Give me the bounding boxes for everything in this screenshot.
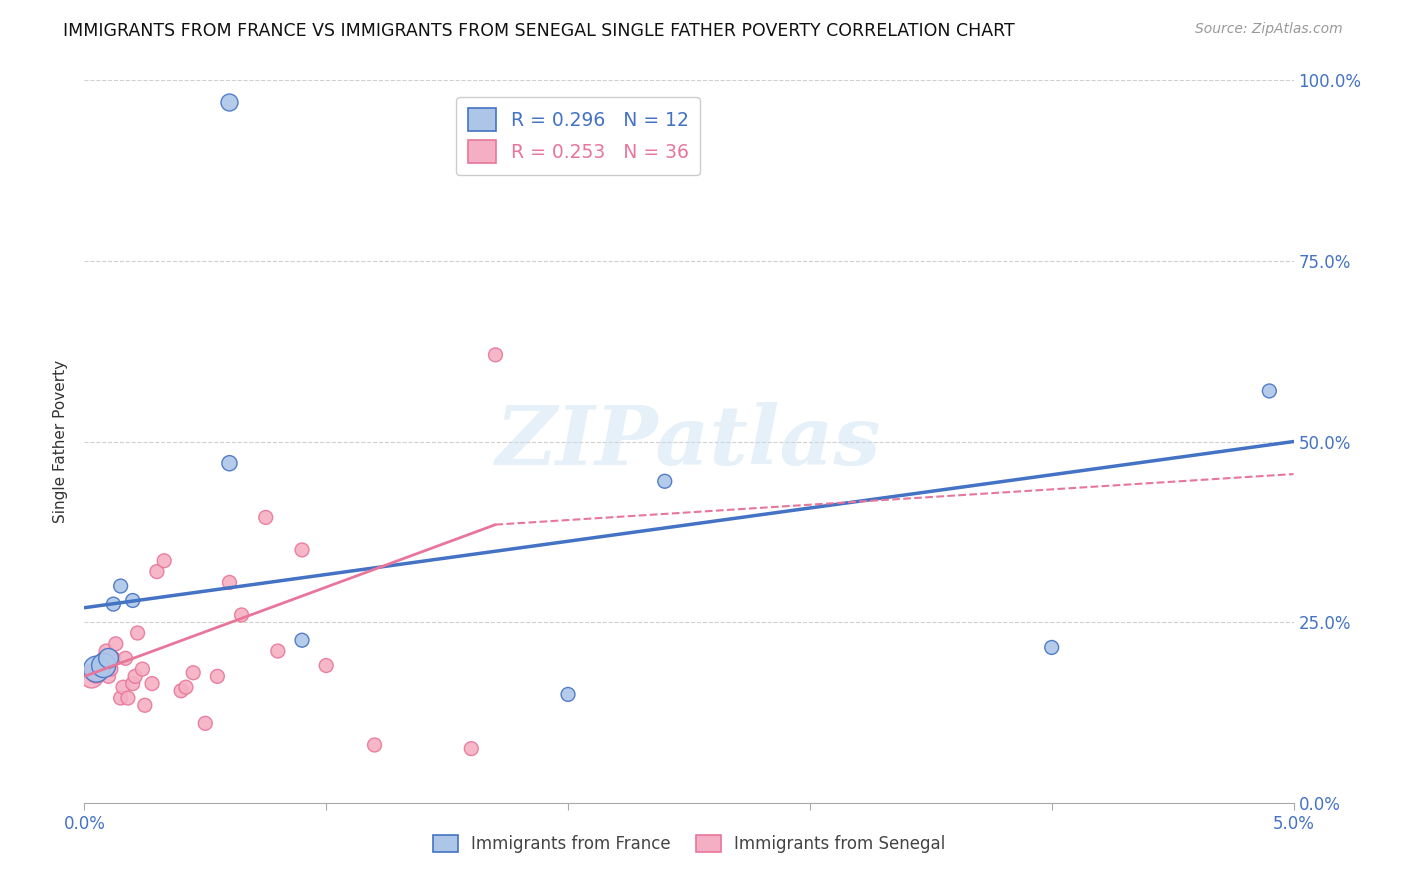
Point [86, 665, 108, 680]
Point [100, 662, 122, 676]
Point [254, 510, 277, 524]
Point [110, 691, 132, 706]
Text: IMMIGRANTS FROM FRANCE VS IMMIGRANTS FROM SENEGAL SINGLE FATHER POVERTY CORRELAT: IMMIGRANTS FROM FRANCE VS IMMIGRANTS FRO… [63, 22, 1015, 40]
Point [112, 680, 135, 694]
Point [103, 651, 125, 665]
Point [97, 669, 120, 683]
Point [121, 593, 143, 607]
Point [104, 637, 127, 651]
Point [134, 698, 156, 713]
Point [117, 691, 139, 706]
Y-axis label: Single Father Poverty: Single Father Poverty [53, 360, 69, 523]
Point [121, 676, 143, 690]
Point [93, 658, 115, 673]
Point [218, 456, 240, 470]
Point [141, 676, 163, 690]
Legend: Immigrants from France, Immigrants from Senegal: Immigrants from France, Immigrants from … [426, 828, 952, 860]
Point [114, 651, 136, 665]
Point [291, 542, 314, 557]
Point [124, 669, 146, 683]
Point [110, 579, 132, 593]
Point [218, 95, 240, 109]
Point [127, 626, 149, 640]
Point [315, 658, 337, 673]
Point [153, 554, 176, 568]
Point [291, 633, 314, 648]
Point [557, 687, 579, 701]
Point [1258, 384, 1281, 398]
Point [231, 607, 253, 622]
Point [80, 669, 103, 683]
Point [207, 669, 229, 683]
Text: ZIPatlas: ZIPatlas [496, 401, 882, 482]
Point [460, 741, 482, 756]
Point [90, 655, 112, 669]
Point [174, 680, 197, 694]
Point [170, 683, 193, 698]
Point [194, 716, 217, 731]
Point [218, 575, 240, 590]
Point [93, 651, 115, 665]
Point [654, 475, 676, 489]
Point [94, 644, 117, 658]
Point [103, 597, 125, 611]
Point [146, 565, 169, 579]
Point [1040, 640, 1063, 655]
Point [363, 738, 385, 752]
Point [86, 662, 108, 676]
Text: Source: ZipAtlas.com: Source: ZipAtlas.com [1195, 22, 1343, 37]
Point [181, 665, 204, 680]
Point [97, 651, 120, 665]
Point [87, 662, 110, 676]
Point [131, 662, 153, 676]
Point [484, 348, 506, 362]
Point [267, 644, 290, 658]
